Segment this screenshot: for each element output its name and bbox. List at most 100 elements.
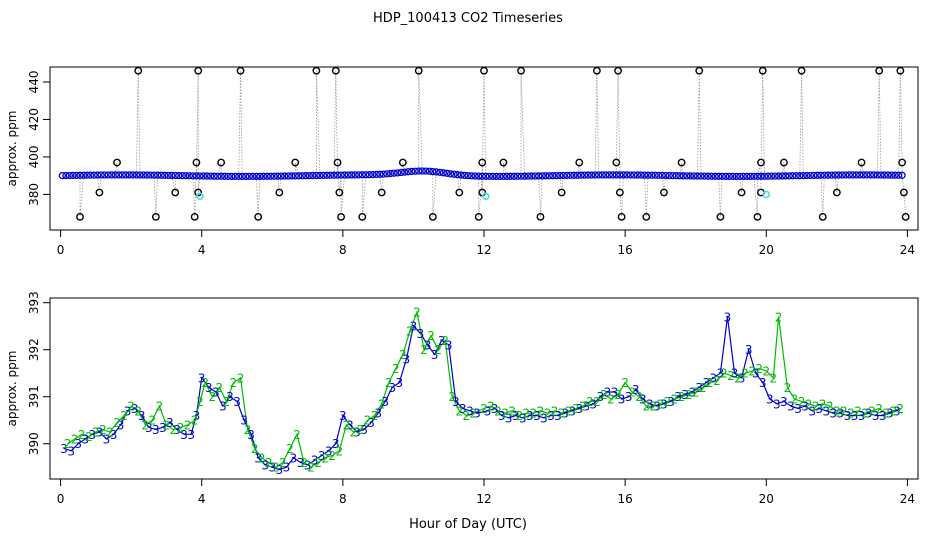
baseline-point <box>570 171 578 179</box>
series-point-3: 3 <box>353 425 361 439</box>
baseline-point <box>263 172 271 180</box>
series-point-3: 3 <box>780 395 788 409</box>
baseline-point <box>291 172 299 180</box>
baseline-point <box>524 172 532 180</box>
baseline-point <box>238 172 246 181</box>
series-point-3: 3 <box>822 404 830 418</box>
series-point-3: 3 <box>318 449 326 463</box>
baseline-point <box>489 172 497 181</box>
series-point-2: 2 <box>671 393 679 407</box>
series-point-2: 2 <box>593 395 601 409</box>
baseline-point <box>478 172 486 180</box>
series-point-2: 2 <box>201 376 209 390</box>
calibration-point <box>151 212 160 221</box>
series-point-3: 3 <box>212 386 220 400</box>
baseline-point <box>256 172 264 181</box>
baseline-point <box>619 171 628 179</box>
calibration-point <box>474 212 483 221</box>
baseline-point <box>799 171 807 180</box>
baseline-point <box>605 171 613 179</box>
series-point-3: 3 <box>438 334 446 348</box>
baseline-point <box>136 171 144 179</box>
series-point-2: 2 <box>307 461 315 475</box>
baseline-point <box>153 171 162 179</box>
baseline-point <box>418 167 426 175</box>
baseline-point <box>595 171 603 179</box>
baseline-point <box>383 170 391 178</box>
baseline-point <box>842 171 850 179</box>
cyan-point <box>481 192 490 201</box>
baseline-point <box>221 172 229 180</box>
calibration-point <box>428 212 437 221</box>
baseline-point <box>139 171 148 179</box>
baseline-point <box>270 172 278 180</box>
baseline-point <box>168 171 176 180</box>
calibration-point <box>480 66 488 75</box>
series-point-3: 3 <box>339 409 347 423</box>
calibration-point <box>536 212 545 221</box>
series-point-3: 3 <box>583 400 591 414</box>
series-point-3: 3 <box>787 400 795 414</box>
baseline-point <box>217 172 225 180</box>
series-point-2: 2 <box>487 400 495 414</box>
y-tick-label: 391 <box>27 385 41 408</box>
baseline-point <box>725 172 733 181</box>
baseline-point <box>863 171 871 179</box>
baseline-point <box>838 171 846 179</box>
series-point-2: 2 <box>791 393 799 407</box>
baseline-point <box>690 172 698 180</box>
baseline-point <box>662 171 670 180</box>
series-point-3: 3 <box>152 423 160 437</box>
baseline-point <box>732 172 740 181</box>
baseline-point <box>429 167 437 176</box>
calibration-point <box>898 158 907 167</box>
series-point-3: 3 <box>67 444 75 458</box>
baseline-point <box>457 171 465 179</box>
baseline-point <box>348 171 356 179</box>
series-point-2: 2 <box>357 423 365 437</box>
baseline-point <box>288 172 296 180</box>
series-point-2: 2 <box>196 395 204 409</box>
baseline-point <box>704 172 712 180</box>
baseline-point <box>806 171 815 180</box>
baseline-point <box>242 172 250 181</box>
series-point-2: 2 <box>134 404 142 418</box>
baseline-point <box>535 172 543 180</box>
series-point-2: 2 <box>216 381 224 395</box>
x-tick-label: 16 <box>617 492 632 506</box>
baseline-point <box>65 171 74 180</box>
baseline-point <box>517 172 525 180</box>
y-tick-label: 390 <box>27 432 41 455</box>
calibration-point <box>95 188 104 197</box>
baseline-point <box>404 168 412 176</box>
series-point-3: 3 <box>290 451 298 465</box>
series-point-3: 3 <box>81 433 89 447</box>
baseline-point <box>460 171 469 180</box>
baseline-point <box>686 172 695 180</box>
calibration-point <box>677 158 686 167</box>
baseline-point <box>527 172 536 180</box>
series-point-2: 2 <box>762 364 770 378</box>
baseline-point <box>834 171 843 179</box>
series-point-2: 2 <box>523 407 531 421</box>
x-tick-label: 12 <box>476 243 491 257</box>
series-point-3: 3 <box>808 404 816 418</box>
baseline-point <box>330 171 338 179</box>
calibration-point <box>797 66 806 75</box>
baseline-point <box>273 172 282 180</box>
series-point-2: 2 <box>463 409 471 423</box>
baseline-point <box>665 171 673 180</box>
baseline-point <box>206 172 215 180</box>
series-point-2: 2 <box>265 456 273 470</box>
calibration-point <box>757 158 765 167</box>
baseline-point <box>125 171 134 179</box>
baseline-point <box>510 172 518 180</box>
calibration-point <box>737 188 746 197</box>
series-point-2: 2 <box>106 425 114 439</box>
series-point-2: 2 <box>420 343 428 357</box>
series-point-3: 3 <box>374 407 382 421</box>
series-point-3: 3 <box>745 343 753 357</box>
calibration-point <box>896 66 905 75</box>
baseline-point <box>249 172 257 181</box>
baseline-point <box>453 171 462 179</box>
